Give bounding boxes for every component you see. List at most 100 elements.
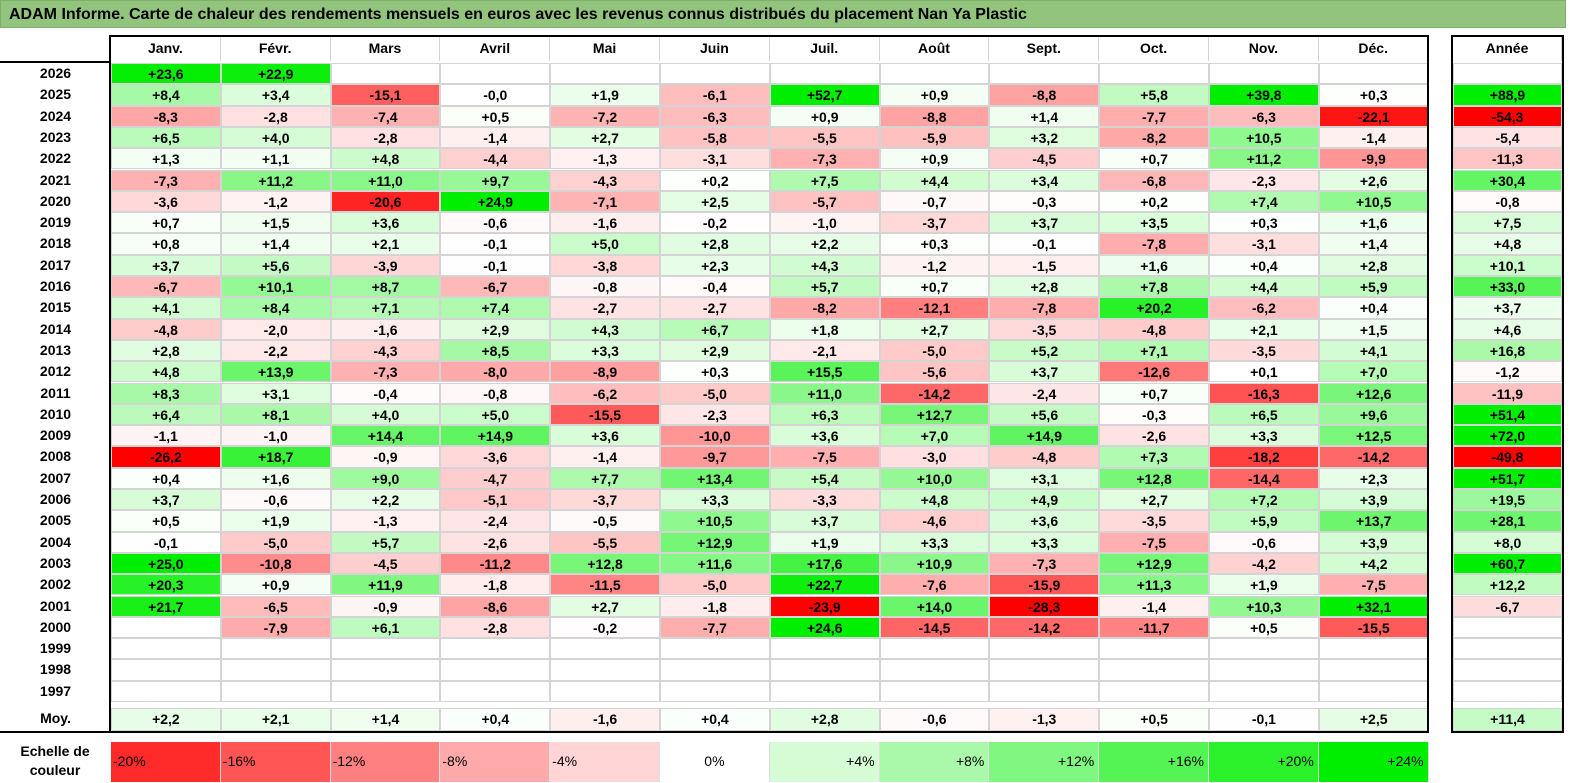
heat-cell: -23,9 [769, 595, 880, 617]
heat-cell: -1,1 [111, 425, 221, 447]
heat-cell: -2,7 [660, 297, 770, 319]
heat-cell: +3,7 [989, 212, 1100, 234]
annual-cell: +51,7 [1453, 467, 1562, 489]
heat-cell: -0,1 [989, 233, 1100, 255]
column-header: Juin [660, 37, 770, 61]
heat-cell: -3,3 [769, 489, 880, 511]
heat-cell: +2,2 [769, 233, 880, 255]
heat-cell [1209, 680, 1319, 702]
column-header: Oct. [1099, 37, 1209, 61]
annual-cell: -0,8 [1453, 190, 1562, 213]
row-year-label: 2009 [39, 427, 72, 444]
heat-cell: +0,2 [660, 169, 770, 191]
heat-cell: -2,6 [440, 531, 551, 553]
heat-cell: -1,4 [550, 446, 660, 468]
heat-cell: -5,0 [879, 339, 990, 362]
heat-cell: +6,3 [769, 403, 880, 426]
heat-cell: +5,6 [989, 403, 1100, 426]
heat-cell: -4,3 [550, 169, 660, 191]
heat-cell: -2,8 [330, 126, 441, 149]
heat-cell: +3,6 [550, 425, 660, 447]
heat-cell: -3,5 [1099, 510, 1209, 532]
heat-cell: -11,7 [1099, 616, 1209, 639]
heat-cell: -4,4 [440, 148, 551, 170]
column-header: Juil. [770, 37, 880, 61]
heat-cell: -7,4 [330, 105, 441, 127]
heat-cell: +4,8 [111, 361, 221, 383]
heat-cell: +5,2 [989, 339, 1100, 362]
heat-cell: +10,5 [660, 510, 770, 532]
heat-cell: +20,2 [1099, 297, 1209, 319]
heat-cell: -7,6 [879, 574, 990, 596]
heat-cell [769, 638, 880, 660]
heat-cell: +8,4 [220, 297, 331, 319]
heat-cell: -3,9 [330, 254, 441, 276]
heat-cell: +12,9 [660, 531, 770, 553]
heat-cell: -1,4 [1099, 595, 1209, 617]
heat-cell: +1,6 [1318, 212, 1429, 234]
heat-cell: +5,6 [220, 254, 331, 276]
annual-cell: +72,0 [1453, 425, 1562, 447]
heat-cell: -3,5 [989, 318, 1100, 340]
heat-cell [1099, 63, 1209, 85]
heat-cell: +17,6 [769, 552, 880, 575]
heat-cell: -15,5 [550, 403, 660, 426]
heat-cell: -7,5 [1099, 531, 1209, 553]
heat-cell: -7,7 [1099, 105, 1209, 127]
heat-cell: +2,9 [660, 339, 770, 362]
heat-cell: +5,0 [440, 403, 551, 426]
average-cell: +1,4 [330, 708, 441, 731]
heat-cell: -3,7 [550, 489, 660, 511]
annual-cell: +88,9 [1453, 84, 1562, 106]
heat-cell [989, 63, 1100, 85]
heat-cell: -5,5 [550, 531, 660, 553]
heat-cell: +1,9 [550, 84, 660, 106]
heat-cell: +2,5 [660, 190, 770, 213]
heat-cell: +3,7 [111, 489, 221, 511]
heat-cell: -5,9 [879, 126, 990, 149]
heat-cell: +11,0 [769, 382, 880, 404]
heat-cell: +3,7 [769, 510, 880, 532]
average-cell: +2,8 [769, 708, 880, 731]
annual-cell: +19,5 [1453, 489, 1562, 511]
heat-cell: -8,8 [989, 84, 1100, 106]
heat-cell: +12,9 [1099, 552, 1209, 575]
heat-cell: -5,7 [769, 190, 880, 213]
heat-cell: +10,5 [1209, 126, 1319, 149]
heat-cell: +2,7 [550, 595, 660, 617]
annual-cell: +12,2 [1453, 574, 1562, 596]
heat-cell: -7,2 [550, 105, 660, 127]
heat-cell: +11,0 [330, 169, 441, 191]
average-cell: +0,4 [440, 708, 551, 731]
color-scale-swatch: +8% [879, 742, 990, 782]
heat-cell: +25,0 [111, 552, 221, 575]
heat-cell: +5,0 [550, 233, 660, 255]
heat-cell: -20,6 [330, 190, 441, 213]
heat-cell: +2,1 [330, 233, 441, 255]
heat-cell: +0,1 [1209, 361, 1319, 383]
color-scale-swatch: +12% [989, 742, 1100, 782]
average-cell: -0,1 [1209, 708, 1319, 731]
annual-average-cell: +11,4 [1453, 708, 1562, 731]
heat-cell [1099, 659, 1209, 681]
color-scale-swatch: -8% [440, 742, 551, 782]
heat-cell: +12,7 [879, 403, 990, 426]
heat-cell: +0,4 [1209, 254, 1319, 276]
heat-cell: -4,6 [879, 510, 990, 532]
heat-cell: -2,0 [220, 318, 331, 340]
heat-cell: -10,8 [220, 552, 331, 575]
heat-cell: +4,0 [330, 403, 441, 426]
heat-cell: +11,9 [330, 574, 441, 596]
heat-cell: +12,6 [1318, 382, 1429, 404]
heat-cell: -6,3 [1209, 105, 1319, 127]
heat-cell: +1,1 [220, 148, 331, 170]
color-scale-swatch: -20% [111, 742, 221, 782]
heat-cell: -7,3 [330, 361, 441, 383]
heat-cell: -7,3 [989, 552, 1100, 575]
heat-cell: +2,3 [1318, 467, 1429, 489]
color-scale-swatch: +24% [1318, 742, 1429, 782]
heat-cell: +3,3 [989, 531, 1100, 553]
average-cell: +2,5 [1318, 708, 1429, 731]
column-header: Févr. [221, 37, 331, 61]
heat-cell: -0,4 [330, 382, 441, 404]
